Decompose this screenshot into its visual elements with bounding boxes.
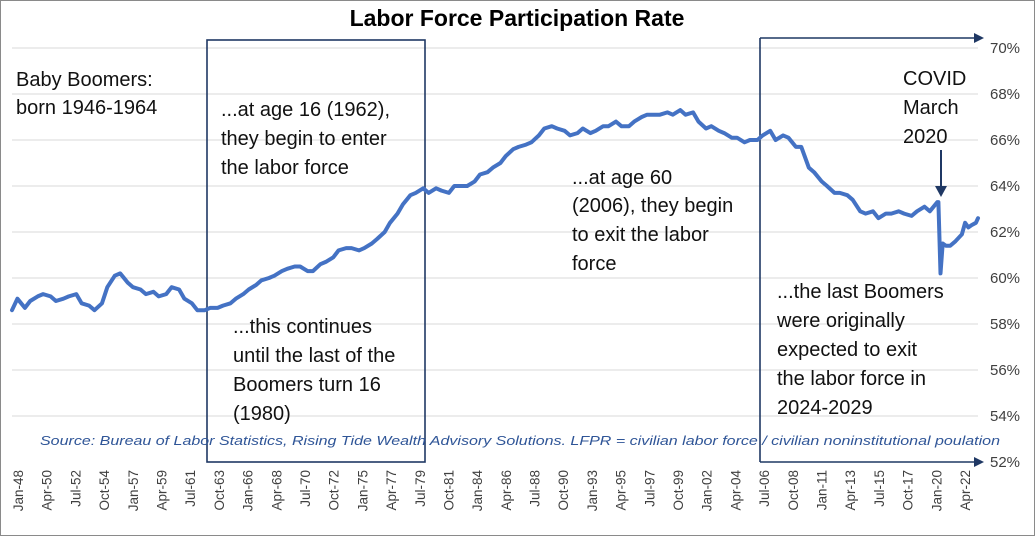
- x-tick-label: Jul-70: [298, 470, 313, 507]
- gridlines: [12, 47, 978, 417]
- svg-text:were originally: were originally: [776, 310, 905, 332]
- x-tick-label: Jan-75: [355, 470, 370, 511]
- source-note: Source: Bureau of Labor Statistics, Risi…: [40, 433, 1000, 448]
- annotation-last-boomers: ...the last Boomers were originally expe…: [776, 281, 944, 419]
- x-tick-label: Jul-61: [183, 470, 198, 507]
- x-tick-label: Jan-84: [470, 470, 485, 512]
- x-tick-label: Oct-63: [212, 470, 227, 511]
- x-tick-label: Jan-48: [11, 470, 26, 511]
- x-tick-label: Jan-57: [126, 470, 141, 511]
- x-tick-label: Oct-90: [556, 470, 571, 511]
- svg-text:(1980): (1980): [233, 403, 291, 425]
- x-tick-label: Jul-97: [642, 470, 657, 507]
- arrow-down-icon: [935, 186, 947, 197]
- x-tick-label: Jul-15: [872, 470, 887, 507]
- y-tick-label: 66%: [990, 132, 1020, 149]
- svg-text:until the last of the: until the last of the: [233, 345, 395, 367]
- svg-text:March: March: [903, 97, 959, 119]
- y-tick-label: 70%: [990, 40, 1020, 57]
- svg-text:expected to exit: expected to exit: [777, 339, 918, 361]
- y-tick-label: 64%: [990, 178, 1020, 195]
- annotation-age16: ...at age 16 (1962), they begin to enter…: [221, 99, 390, 179]
- x-tick-label: Apr-22: [958, 470, 973, 511]
- x-axis-tick-labels: Jan-48 Apr-50 Jul-52 Oct-54 Jan-57 Apr-59 Jul-…: [11, 470, 973, 512]
- svg-text:...at age 16 (1962),: ...at age 16 (1962),: [221, 99, 390, 121]
- covid-arrow: [935, 150, 947, 197]
- y-tick-label: 62%: [990, 224, 1020, 241]
- chart-title: Labor Force Participation Rate: [350, 5, 685, 31]
- svg-text:...the last Boomers: ...the last Boomers: [777, 281, 944, 303]
- x-tick-label: Apr-77: [384, 470, 399, 511]
- svg-text:Boomers turn 16: Boomers turn 16: [233, 374, 381, 396]
- svg-text:...this continues: ...this continues: [233, 316, 372, 338]
- x-tick-label: Apr-59: [154, 470, 169, 511]
- exit-period-bracket: [759, 33, 984, 467]
- x-tick-label: Jul-88: [528, 470, 543, 507]
- arrow-head-icon: [974, 33, 984, 43]
- x-tick-label: Jul-79: [413, 470, 428, 507]
- annotation-age60: ...at age 60 (2006), they begin to exit …: [572, 167, 733, 275]
- svg-text:the labor force in: the labor force in: [777, 368, 926, 390]
- annotation-covid: COVID March 2020: [903, 68, 966, 148]
- x-tick-label: Jan-66: [241, 470, 256, 511]
- svg-text:force: force: [572, 253, 616, 275]
- svg-text:...at age 60: ...at age 60: [572, 167, 672, 189]
- x-tick-label: Oct-72: [327, 470, 342, 511]
- y-axis-tick-labels: 52% 54% 56% 58% 60% 62% 64% 66% 68% 70%: [990, 40, 1020, 471]
- x-tick-label: Jul-06: [757, 470, 772, 507]
- x-tick-label: Oct-08: [786, 470, 801, 511]
- svg-text:born 1946-1964: born 1946-1964: [16, 97, 157, 119]
- x-tick-label: Oct-17: [901, 470, 916, 511]
- x-tick-label: Jul-52: [68, 470, 83, 507]
- svg-text:COVID: COVID: [903, 68, 966, 90]
- svg-text:the labor force: the labor force: [221, 157, 349, 179]
- x-tick-label: Apr-68: [269, 470, 284, 511]
- x-tick-label: Apr-86: [499, 470, 514, 511]
- y-tick-label: 54%: [990, 408, 1020, 425]
- y-tick-label: 52%: [990, 454, 1020, 471]
- series-line-lfpr: [10, 108, 980, 313]
- x-tick-label: Jan-02: [700, 470, 715, 511]
- x-tick-label: Apr-04: [728, 470, 743, 511]
- y-tick-label: 58%: [990, 316, 1020, 333]
- y-tick-label: 60%: [990, 270, 1020, 287]
- svg-text:Baby Boomers:: Baby Boomers:: [16, 69, 153, 91]
- x-tick-label: Jan-93: [585, 470, 600, 511]
- emergence-period-box: [206, 39, 426, 463]
- x-tick-label: Jan-20: [929, 470, 944, 511]
- x-tick-label: Oct-99: [671, 470, 686, 511]
- x-tick-label: Oct-54: [97, 470, 112, 511]
- annotation-boomers: Baby Boomers: born 1946-1964: [16, 69, 157, 119]
- y-tick-label: 68%: [990, 86, 1020, 103]
- x-tick-label: Apr-50: [40, 470, 55, 511]
- x-tick-label: Oct-81: [441, 470, 456, 511]
- x-tick-label: Jan-11: [815, 470, 830, 510]
- x-tick-label: Apr-13: [843, 470, 858, 511]
- svg-text:2024-2029: 2024-2029: [777, 397, 873, 419]
- svg-text:2020: 2020: [903, 126, 948, 148]
- svg-text:they begin to enter: they begin to enter: [221, 128, 387, 150]
- svg-text:to exit the labor: to exit the labor: [572, 224, 709, 246]
- arrow-head-icon: [974, 457, 984, 467]
- svg-text:(2006), they begin: (2006), they begin: [572, 195, 733, 217]
- y-tick-label: 56%: [990, 362, 1020, 379]
- x-tick-label: Apr-95: [614, 470, 629, 511]
- annotation-continues: ...this continues until the last of the …: [233, 316, 395, 425]
